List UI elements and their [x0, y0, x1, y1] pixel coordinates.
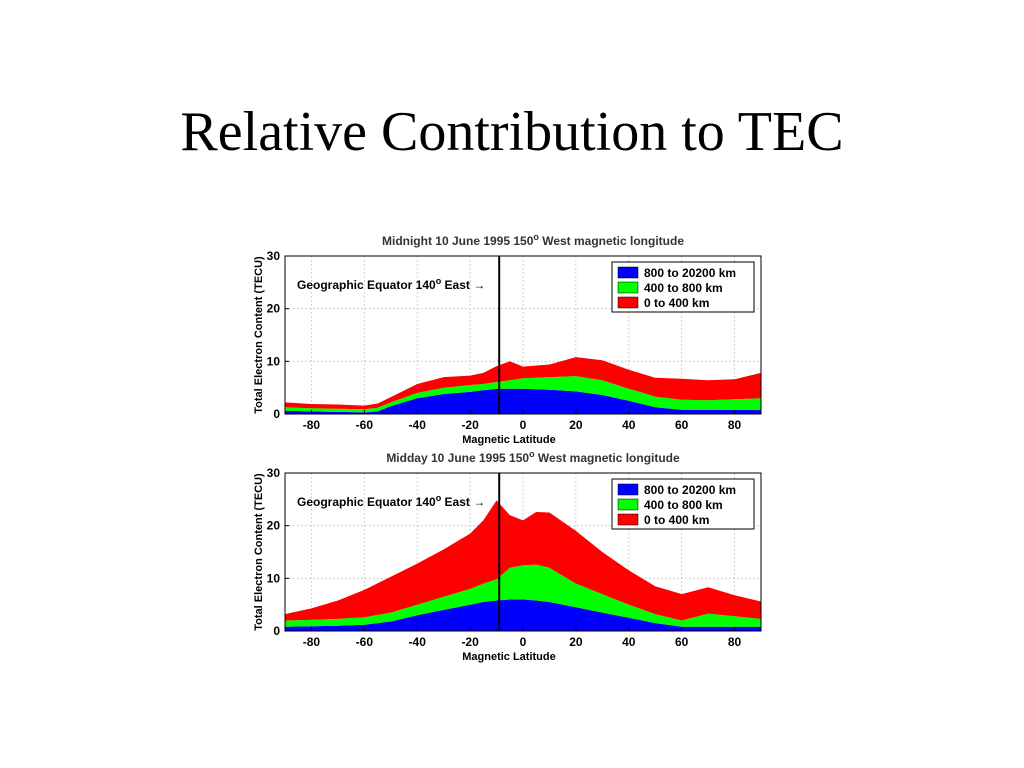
x-axis-label: Magnetic Latitude [462, 651, 556, 663]
slide-title: Relative Contribution to TEC [180, 101, 844, 163]
x-tick-label: 80 [728, 418, 742, 432]
x-tick-label: -60 [356, 418, 374, 432]
legend-label: 400 to 800 km [644, 281, 723, 295]
y-tick-label: 30 [267, 466, 281, 480]
x-tick-label: -80 [303, 635, 321, 649]
legend-label: 400 to 800 km [644, 498, 723, 512]
y-tick-label: 30 [267, 249, 281, 263]
y-tick-label: 20 [267, 302, 281, 316]
area-series-800-to-20200-km [285, 388, 761, 414]
legend-swatch [617, 498, 639, 511]
x-tick-label: 80 [728, 635, 742, 649]
legend-label: 0 to 400 km [644, 513, 709, 527]
x-tick-label: 60 [675, 635, 689, 649]
y-tick-label: 10 [267, 354, 281, 368]
chart-panel-2: Geographic Equator 140o East → -80 -60 -40 -… [253, 449, 762, 663]
x-tick-label: -40 [409, 418, 427, 432]
area-series-800-to-20200-km [285, 599, 761, 631]
x-tick-label: -40 [409, 635, 427, 649]
legend-label: 800 to 20200 km [644, 483, 736, 497]
y-axis-label: Total Electron Content (TECU) [253, 256, 265, 414]
area-series-0-to-400-km [285, 357, 761, 410]
legend-label: 800 to 20200 km [644, 266, 736, 280]
x-tick-label: 60 [675, 418, 689, 432]
y-axis-label: Total Electron Content (TECU) [253, 473, 265, 631]
legend-swatch [617, 296, 639, 309]
legend-swatch [617, 483, 639, 496]
chart-title: Midday 10 June 1995 150o West magnetic l… [386, 449, 680, 465]
x-tick-label: -60 [356, 635, 374, 649]
x-tick-label: 0 [520, 418, 527, 432]
area-series-400-to-800-km [285, 376, 761, 413]
chart-title: Midnight 10 June 1995 150o West magnetic… [382, 232, 684, 248]
x-tick-label: -80 [303, 418, 321, 432]
x-tick-label: 0 [520, 635, 527, 649]
x-tick-label: 20 [569, 635, 583, 649]
legend-label: 0 to 400 km [644, 296, 709, 310]
chart-panel-1: Geographic Equator 140o East → -80 -60 -40 -… [253, 232, 762, 446]
y-tick-label: 10 [267, 571, 281, 585]
x-tick-label: 20 [569, 418, 583, 432]
x-axis-label: Magnetic Latitude [462, 434, 556, 446]
y-tick-label: 20 [267, 519, 281, 533]
legend-swatch [617, 513, 639, 526]
legend-swatch [617, 281, 639, 294]
y-tick-label: 0 [273, 407, 280, 421]
x-tick-label: 40 [622, 418, 636, 432]
x-tick-label: -20 [461, 635, 479, 649]
equator-annotation: Geographic Equator 140o East → [297, 276, 485, 292]
area-series-400-to-800-km [285, 564, 761, 627]
legend-swatch [617, 266, 639, 279]
x-tick-label: 40 [622, 635, 636, 649]
y-tick-label: 0 [273, 624, 280, 638]
equator-annotation: Geographic Equator 140o East → [297, 493, 485, 509]
x-tick-label: -20 [461, 418, 479, 432]
area-series-0-to-400-km [285, 500, 761, 621]
